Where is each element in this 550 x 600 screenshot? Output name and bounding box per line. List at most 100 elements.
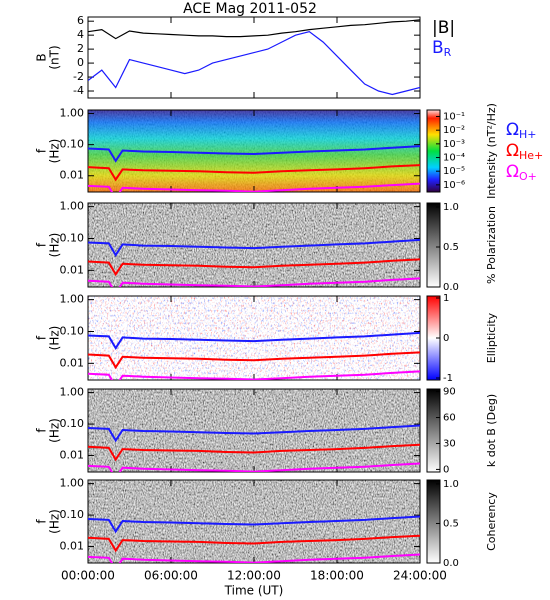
- y-axis-label: B: [35, 53, 49, 61]
- legend-entry: ΩHe+: [506, 141, 543, 162]
- y-tick-label: 0.01: [60, 540, 85, 553]
- legend-entry: ΩO+: [506, 162, 537, 183]
- colorbar-tick-label: -1: [443, 373, 453, 384]
- line: [88, 424, 420, 443]
- colorbar-tick-label: 10⁻⁵: [443, 166, 465, 177]
- line: [88, 145, 420, 163]
- line: [88, 238, 420, 258]
- y-axis-label: f: [35, 519, 49, 524]
- legend-sub: H+: [519, 128, 537, 141]
- x-tick-label: 06:00:00: [144, 569, 198, 583]
- y-tick-label: 0.01: [60, 449, 85, 462]
- colorbar-tick-label: 0.0: [443, 282, 459, 293]
- legend-entry: |B|: [432, 18, 455, 38]
- legend-entry: ΩH+: [506, 120, 537, 141]
- y-axis-label: (Hz): [48, 233, 62, 258]
- line: [88, 370, 420, 380]
- x-tick-label: 24:00:00: [393, 569, 447, 583]
- y-tick-label: -2: [73, 70, 84, 83]
- y-tick-label: 1.00: [60, 107, 85, 120]
- colorbar-tick-label: 0.0: [443, 558, 459, 569]
- y-axis-label: (Hz): [48, 326, 62, 351]
- legend-name: Ω: [506, 162, 519, 182]
- line: [88, 443, 420, 462]
- colorbar-tick-label: 1.0: [443, 479, 459, 490]
- colorbar-label: Intensity (nT²/Hz): [485, 103, 498, 199]
- colorbar-tick-label: 0: [443, 333, 449, 344]
- line: [88, 31, 420, 96]
- y-tick-label: 0.10: [60, 324, 85, 337]
- colorbar: [426, 479, 441, 564]
- y-tick-label: 0.10: [60, 138, 85, 151]
- series-lines: [88, 145, 420, 192]
- colorbar: [426, 388, 441, 473]
- colorbar-tick-label: 10⁻¹: [443, 112, 465, 123]
- colorbar-tick-label: 0.5: [443, 242, 459, 253]
- line: [88, 258, 420, 277]
- y-tick-label: 0.01: [60, 169, 85, 182]
- y-axis-label: f: [35, 335, 49, 340]
- series-lines: [88, 424, 420, 472]
- y-tick-label: 0.10: [60, 417, 85, 430]
- colorbar-tick-label: 1.0: [443, 202, 459, 213]
- y-tick-label: 1.00: [60, 200, 85, 213]
- line: [88, 277, 420, 287]
- y-tick-label: 6: [77, 14, 84, 27]
- colorbar-label: k dot B (Deg): [485, 394, 498, 467]
- colorbar-tick-label: 10⁻²: [443, 125, 465, 136]
- y-axis-label: (nT): [48, 45, 62, 69]
- colorbar-tick-label: 90: [443, 387, 456, 398]
- series-lines: [88, 19, 420, 96]
- y-axis-label: (Hz): [48, 509, 62, 534]
- series-lines: [88, 331, 420, 380]
- colorbar-tick-label: 0: [443, 464, 449, 475]
- line: [88, 534, 420, 553]
- legend-name: Ω: [506, 141, 519, 161]
- y-tick-label: 1.00: [60, 386, 85, 399]
- colorbar-tick-label: 0.5: [443, 518, 459, 529]
- line: [88, 331, 420, 351]
- y-tick-label: 1.00: [60, 293, 85, 306]
- y-axis-label: (Hz): [48, 418, 62, 443]
- legend-sub: O+: [519, 170, 537, 183]
- colorbar: [426, 109, 441, 193]
- colorbar-tick-label: 10⁻³: [443, 139, 465, 150]
- colorbar-tick-label: 60: [443, 413, 456, 424]
- series-lines: [88, 515, 420, 563]
- colorbar-label: % Polarization: [485, 206, 498, 284]
- x-tick-label: 18:00:00: [310, 569, 364, 583]
- y-tick-label: 0.01: [60, 356, 85, 369]
- chart-title: ACE Mag 2011-052: [183, 1, 317, 17]
- colorbar-tick-label: 10⁻⁴: [443, 153, 465, 164]
- x-tick-label: 00:00:00: [61, 569, 115, 583]
- colorbar-tick-label: 30: [443, 438, 456, 449]
- y-tick-label: 2: [77, 42, 84, 55]
- y-tick-label: 4: [77, 28, 84, 41]
- legend-name: |B|: [432, 18, 455, 38]
- y-tick-label: -4: [73, 84, 84, 97]
- colorbar-label: Ellipticity: [485, 312, 498, 363]
- colorbar-label: Coherency: [485, 492, 498, 551]
- legend-name: Ω: [506, 120, 519, 140]
- line: [88, 351, 420, 370]
- legend-name: B: [432, 38, 444, 58]
- x-tick-label: 12:00:00: [227, 569, 281, 583]
- legend-sub: R: [444, 46, 452, 59]
- line: [88, 515, 420, 534]
- y-axis-label: (Hz): [48, 139, 62, 164]
- line: [88, 553, 420, 563]
- y-tick-label: 0.10: [60, 508, 85, 521]
- y-axis-label: f: [35, 428, 49, 433]
- colorbar-tick-label: 1: [443, 293, 449, 304]
- y-tick-label: 0.10: [60, 231, 85, 244]
- line: [88, 19, 420, 40]
- line: [88, 462, 420, 472]
- colorbar: [426, 202, 441, 288]
- x-axis-label: Time (UT): [224, 584, 284, 598]
- legend-entry: BR: [432, 38, 452, 59]
- y-tick-label: 0.01: [60, 263, 85, 276]
- colorbar-tick-label: 10⁻⁶: [443, 180, 465, 191]
- y-tick-label: 1.00: [60, 477, 85, 490]
- y-axis-label: f: [35, 148, 49, 153]
